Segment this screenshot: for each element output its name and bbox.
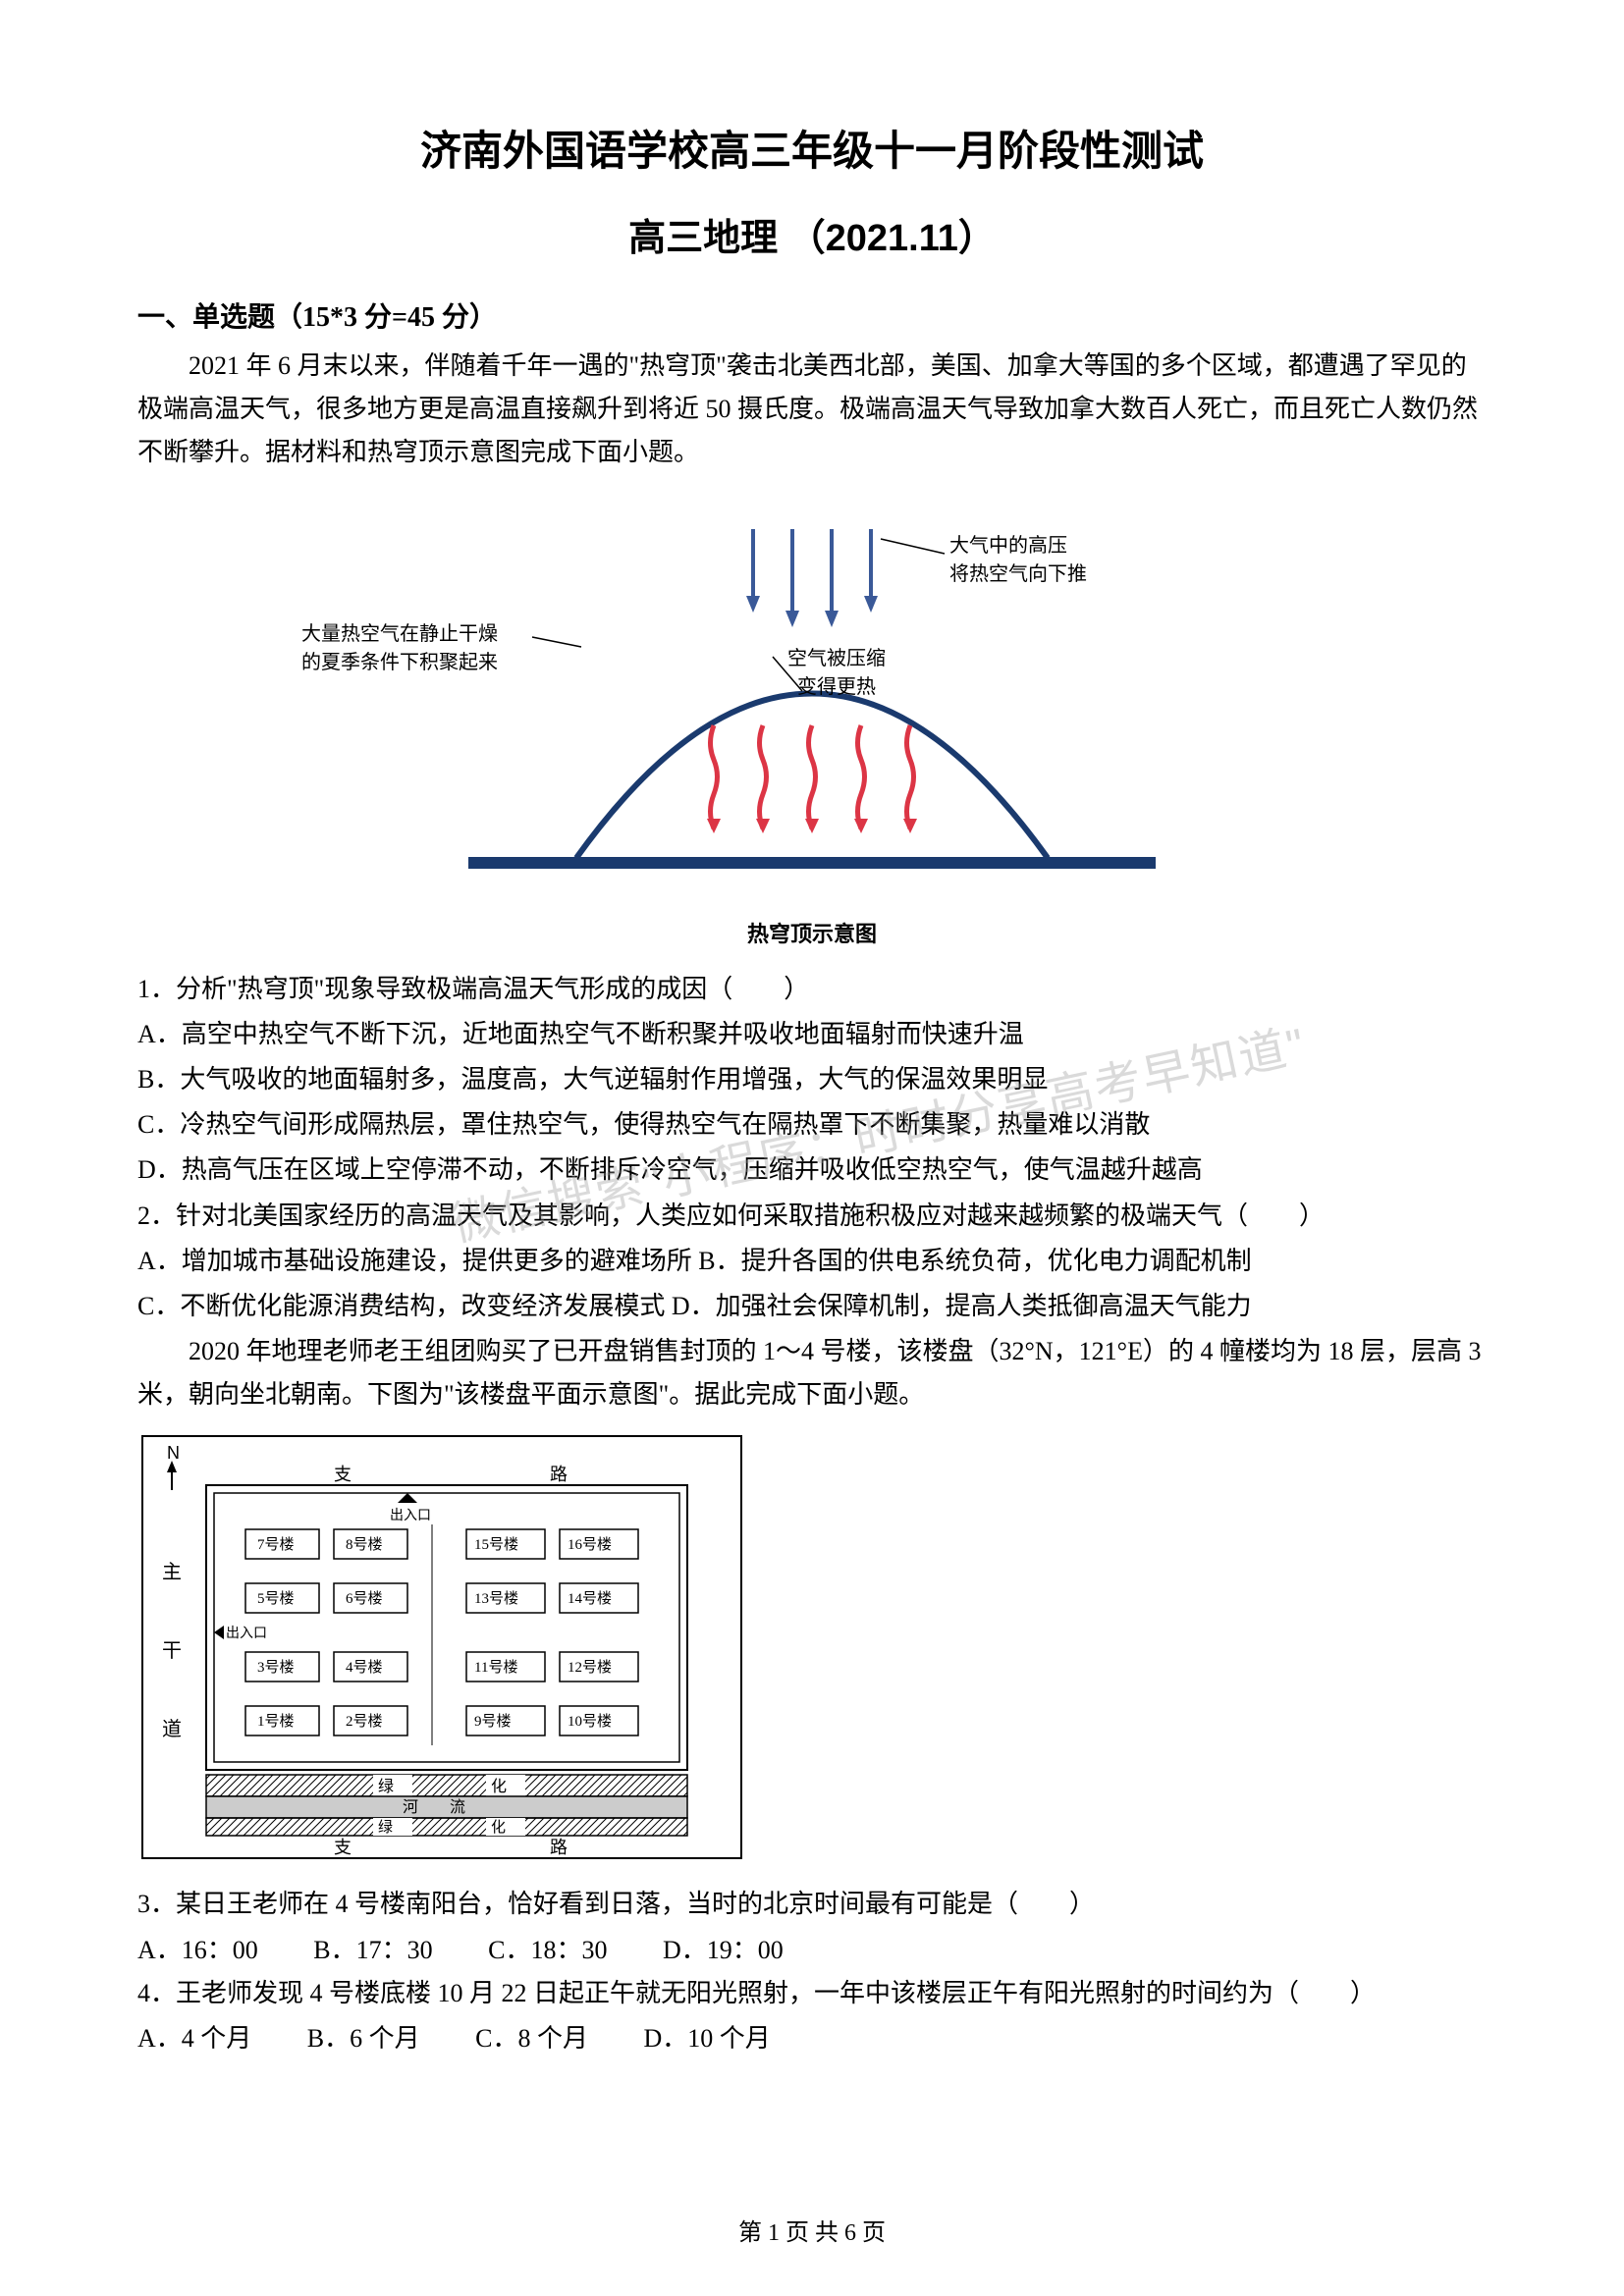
q1-stem: 1．分析"热穹顶"现象导致极端高温天气形成的成因（ ）	[137, 968, 1487, 1011]
svg-text:4号楼: 4号楼	[346, 1659, 383, 1676]
q1-optC: C．冷热空气间形成隔热层，罩住热空气，使得热空气在隔热罩下不断集聚，热量难以消散	[137, 1103, 1487, 1147]
svg-text:6号楼: 6号楼	[346, 1590, 383, 1607]
left-label-mid: 干	[162, 1640, 182, 1662]
svg-text:2号楼: 2号楼	[346, 1713, 383, 1730]
svg-text:11号楼: 11号楼	[474, 1659, 517, 1676]
q4-optA: A．4 个月	[137, 2017, 251, 2060]
label-line-top	[881, 539, 945, 554]
svg-text:支: 支	[334, 1465, 352, 1484]
heat-dome-diagram-container: 大量热空气在静止干燥 的夏季条件下积聚起来 大气中的高压 将热空气向下推 空气被…	[137, 500, 1487, 892]
q2-stem: 2．针对北美国家经历的高温天气及其影响，人类应如何采取措施积极应对越来越频繁的极…	[137, 1195, 1487, 1238]
q2-optAB: A．增加城市基础设施建设，提供更多的避难场所 B．提升各国的供电系统负荷，优化电…	[137, 1240, 1487, 1283]
svg-text:13号楼: 13号楼	[474, 1590, 518, 1607]
label-left: 大量热空气在静止干燥 的夏季条件下积聚起来	[301, 617, 527, 674]
q1-optB: B．大气吸收的地面辐射多，温度高，大气逆辐射作用增强，大气的保温效果明显	[137, 1058, 1487, 1101]
svg-text:10号楼: 10号楼	[568, 1713, 612, 1730]
q3-options: A．16：00 B．17：30 C．18：30 D．19：00	[137, 1929, 1487, 1972]
svg-text:支: 支	[334, 1838, 352, 1857]
q4-options: A．4 个月 B．6 个月 C．8 个月 D．10 个月	[137, 2017, 1487, 2060]
q3-optD: D．19：00	[663, 1929, 784, 1972]
intro2-paragraph: 2020 年地理老师老王组团购买了已开盘销售封顶的 1～4 号楼，该楼盘（32°…	[137, 1330, 1487, 1416]
diagram-caption: 热穹顶示意图	[137, 917, 1487, 948]
sub-title: 高三地理 （2021.11）	[137, 207, 1487, 261]
north-label: N	[167, 1443, 180, 1463]
label-left-line1: 大量热空气在静止干燥	[301, 617, 527, 646]
q3-optB: B．17：30	[313, 1929, 432, 1972]
q1-optA: A．高空中热空气不断下沉，近地面热空气不断积聚并吸收地面辐射而快速升温	[137, 1013, 1487, 1056]
section-header: 一、单选题（15*3 分=45 分）	[137, 295, 1487, 335]
svg-text:路: 路	[550, 1838, 568, 1857]
svg-text:9号楼: 9号楼	[474, 1713, 512, 1730]
q1-optD: D．热高气压在区域上空停滞不动，不断排斥冷空气，压缩并吸收低空热空气，使气温越升…	[137, 1148, 1487, 1192]
svg-text:7号楼: 7号楼	[257, 1536, 295, 1553]
page-footer: 第 1 页 共 6 页	[0, 2213, 1624, 2247]
svg-text:14号楼: 14号楼	[568, 1590, 612, 1607]
svg-text:绿: 绿	[378, 1778, 394, 1795]
label-line-left	[532, 637, 581, 647]
q3-optA: A．16：00	[137, 1929, 258, 1972]
svg-text:15号楼: 15号楼	[474, 1536, 518, 1553]
svg-text:12号楼: 12号楼	[568, 1659, 612, 1676]
label-top-line2: 将热空气向下推	[949, 558, 1146, 586]
intro-paragraph: 2021 年 6 月末以来，伴随着千年一遇的"热穹顶"袭击北美西北部，美国、加拿…	[137, 345, 1487, 475]
svg-text:1号楼: 1号楼	[257, 1713, 295, 1730]
left-label-top: 主	[162, 1561, 182, 1583]
label-center: 空气被压缩 变得更热	[763, 642, 910, 699]
svg-text:化: 化	[491, 1778, 507, 1795]
left-label-bot: 道	[162, 1718, 182, 1740]
building-diagram: N 主 干 道 支 路 出入口 7号楼 8号楼	[137, 1431, 1487, 1868]
building-svg: N 主 干 道 支 路 出入口 7号楼 8号楼	[137, 1431, 746, 1863]
q2-optCD: C．不断优化能源消费结构，改变经济发展模式 D．加强社会保障机制，提高人类抵御高…	[137, 1285, 1487, 1328]
svg-text:绿: 绿	[378, 1819, 393, 1836]
label-top: 大气中的高压 将热空气向下推	[949, 529, 1146, 586]
svg-text:16号楼: 16号楼	[568, 1536, 612, 1553]
svg-text:出入口: 出入口	[226, 1626, 267, 1641]
label-center-line2: 变得更热	[763, 670, 910, 699]
q3-stem: 3．某日王老师在 4 号楼南阳台，恰好看到日落，当时的北京时间最有可能是（ ）	[137, 1883, 1487, 1926]
label-left-line2: 的夏季条件下积聚起来	[301, 646, 527, 674]
page-container: 济南外国语学校高三年级十一月阶段性测试 高三地理 （2021.11） 一、单选题…	[0, 0, 1624, 2296]
heat-dome-diagram: 大量热空气在静止干燥 的夏季条件下积聚起来 大气中的高压 将热空气向下推 空气被…	[419, 500, 1205, 892]
svg-text:路: 路	[550, 1465, 568, 1484]
svg-text:河 流: 河 流	[403, 1798, 465, 1816]
svg-text:出入口: 出入口	[390, 1508, 431, 1523]
red-waves-group	[707, 725, 917, 833]
svg-text:5号楼: 5号楼	[257, 1590, 295, 1607]
svg-text:8号楼: 8号楼	[346, 1536, 383, 1553]
svg-text:化: 化	[491, 1819, 506, 1836]
main-title: 济南外国语学校高三年级十一月阶段性测试	[137, 118, 1487, 178]
label-top-line1: 大气中的高压	[949, 529, 1146, 558]
q4-stem: 4．王老师发现 4 号楼底楼 10 月 22 日起正午就无阳光照射，一年中该楼层…	[137, 1972, 1487, 2015]
blue-arrows-group	[746, 529, 878, 627]
svg-text:3号楼: 3号楼	[257, 1659, 295, 1676]
q3-optC: C．18：30	[488, 1929, 607, 1972]
q4-optD: D．10 个月	[643, 2017, 770, 2060]
q4-optB: B．6 个月	[307, 2017, 420, 2060]
q4-optC: C．8 个月	[475, 2017, 588, 2060]
label-center-line1: 空气被压缩	[763, 642, 910, 670]
